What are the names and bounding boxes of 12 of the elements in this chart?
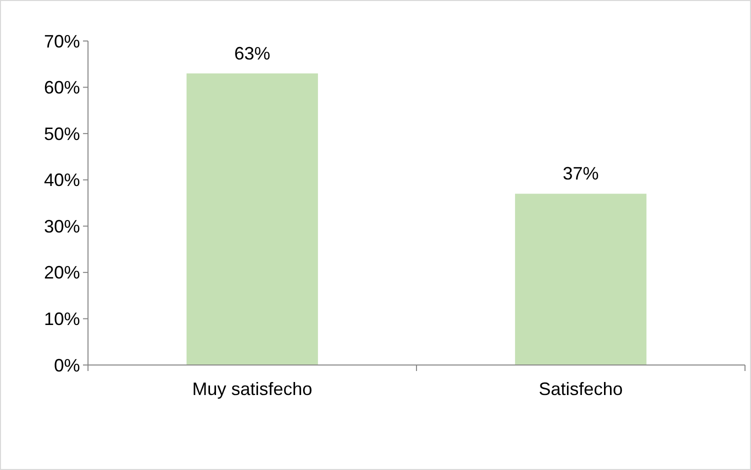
y-tick-label: 60% xyxy=(44,78,80,98)
x-tick-label: Satisfecho xyxy=(538,379,623,399)
y-tick-label: 40% xyxy=(44,170,80,190)
y-tick-label: 10% xyxy=(44,309,80,330)
y-tick-label: 70% xyxy=(44,31,80,52)
y-tick-label: 20% xyxy=(44,262,80,283)
y-tick-label: 0% xyxy=(54,355,80,376)
y-tick-label: 30% xyxy=(44,216,80,236)
y-tick-label: 50% xyxy=(44,124,80,144)
data-label: 63% xyxy=(234,43,270,64)
data-label: 37% xyxy=(562,164,599,184)
x-tick-label: Muy satisfecho xyxy=(192,379,312,399)
